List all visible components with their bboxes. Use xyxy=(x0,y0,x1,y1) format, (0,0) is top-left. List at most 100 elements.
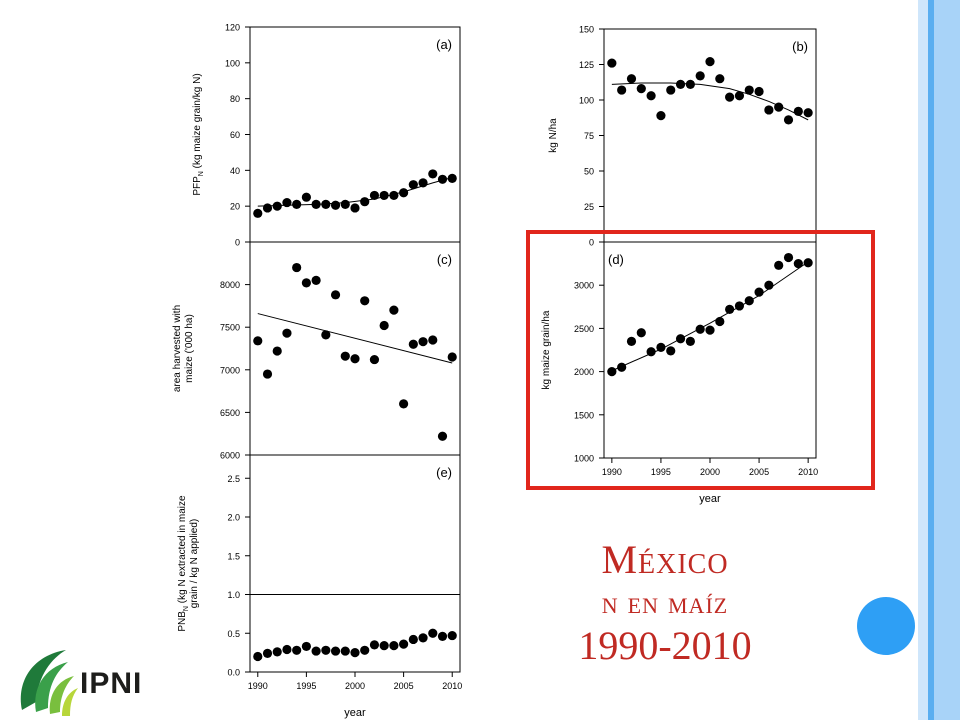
data-point xyxy=(793,259,803,269)
data-point xyxy=(774,102,784,112)
y-tick-label: 6000 xyxy=(220,451,240,461)
y-tick-label: 2500 xyxy=(574,324,594,334)
ipni-logo-icon xyxy=(20,650,78,716)
y-axis-label: PFPN (kg maize grain/kg N) xyxy=(192,73,205,195)
data-point xyxy=(340,646,350,656)
y-tick-label: 1.5 xyxy=(227,551,240,561)
data-point xyxy=(803,258,813,268)
data-point xyxy=(360,645,370,655)
data-point xyxy=(369,354,380,365)
data-point xyxy=(695,71,705,81)
y-tick-label: 1.0 xyxy=(227,590,240,600)
data-point xyxy=(734,301,745,311)
panel-d: 1000 1500 2000 2500 3000 1990 1995 2000 2005 2010… xyxy=(541,241,818,505)
y-tick-label: 1000 xyxy=(574,454,594,464)
y-tick-label: 125 xyxy=(579,60,594,70)
data-point xyxy=(340,351,350,361)
data-point xyxy=(646,91,656,101)
panel-label: (d) xyxy=(608,252,624,267)
data-point xyxy=(360,296,370,306)
trend-line xyxy=(611,261,809,372)
data-point xyxy=(428,169,438,179)
panel-label: (a) xyxy=(436,37,452,52)
y-tick-label: 25 xyxy=(584,202,594,212)
data-point xyxy=(262,203,273,213)
data-point xyxy=(408,634,418,645)
data-point xyxy=(369,190,380,201)
y-tick-label: 3000 xyxy=(574,281,594,291)
y-tick-label: 0.0 xyxy=(227,668,240,678)
data-point xyxy=(675,79,686,89)
data-point xyxy=(675,334,686,344)
data-point xyxy=(695,324,705,334)
logo-text: IPNI xyxy=(80,667,143,700)
data-point xyxy=(379,190,389,201)
y-tick-label: 8000 xyxy=(220,280,240,290)
x-tick-label: 1995 xyxy=(651,467,671,477)
data-point xyxy=(685,79,695,89)
data-point xyxy=(744,85,754,95)
x-tick-label: 1990 xyxy=(602,467,622,477)
panel-frame xyxy=(249,241,461,456)
data-point xyxy=(389,190,399,201)
data-point xyxy=(803,108,813,118)
y-axis-label: area harvested with xyxy=(172,305,183,392)
data-point xyxy=(311,199,321,209)
data-point xyxy=(764,280,774,290)
data-point xyxy=(311,646,321,656)
data-point xyxy=(282,197,292,208)
data-point xyxy=(379,320,389,331)
data-point xyxy=(793,106,803,116)
x-tick-label: 1990 xyxy=(248,681,268,691)
data-point xyxy=(666,346,676,356)
data-point xyxy=(272,647,282,657)
data-point xyxy=(369,640,380,650)
data-point xyxy=(666,85,676,95)
data-point xyxy=(725,304,735,314)
data-point xyxy=(262,369,273,379)
data-point xyxy=(617,85,627,95)
data-point xyxy=(253,208,263,218)
data-point xyxy=(725,92,735,102)
data-point xyxy=(646,347,656,357)
data-point xyxy=(360,197,370,207)
title-line-1: México xyxy=(601,537,729,582)
y-axis-label-line-2: grain / kg N applied) xyxy=(189,519,200,609)
data-point xyxy=(754,86,764,97)
data-point xyxy=(437,431,448,441)
y-tick-label: 80 xyxy=(230,94,240,104)
data-point xyxy=(418,178,428,188)
data-point xyxy=(617,362,627,372)
data-point xyxy=(330,200,341,210)
y-tick-label: 50 xyxy=(584,167,594,177)
panel-frame xyxy=(603,241,817,459)
panel-label: (c) xyxy=(437,252,452,267)
data-point xyxy=(783,252,794,263)
accent-circle xyxy=(857,597,915,655)
data-point xyxy=(292,199,302,209)
y-tick-label: 100 xyxy=(579,96,594,106)
data-point xyxy=(636,328,646,338)
data-point xyxy=(428,628,438,638)
data-point xyxy=(321,330,331,340)
data-point xyxy=(321,199,331,209)
data-point xyxy=(437,174,448,184)
data-point xyxy=(428,335,438,345)
decor-stripe-mid xyxy=(934,0,960,720)
data-point xyxy=(379,641,389,651)
panel-label: (e) xyxy=(436,465,452,480)
data-point xyxy=(764,105,774,115)
data-point xyxy=(754,287,764,297)
data-point xyxy=(321,645,331,655)
data-point xyxy=(272,201,282,211)
data-point xyxy=(636,84,646,94)
y-tick-label: 120 xyxy=(225,23,240,33)
data-point xyxy=(330,290,341,300)
x-tick-label: 2000 xyxy=(345,681,365,691)
data-point xyxy=(340,199,350,209)
x-axis-label: year xyxy=(344,707,366,719)
y-tick-label: 1500 xyxy=(574,410,594,420)
data-point xyxy=(447,630,457,641)
data-point xyxy=(301,192,311,202)
data-point xyxy=(705,325,715,335)
